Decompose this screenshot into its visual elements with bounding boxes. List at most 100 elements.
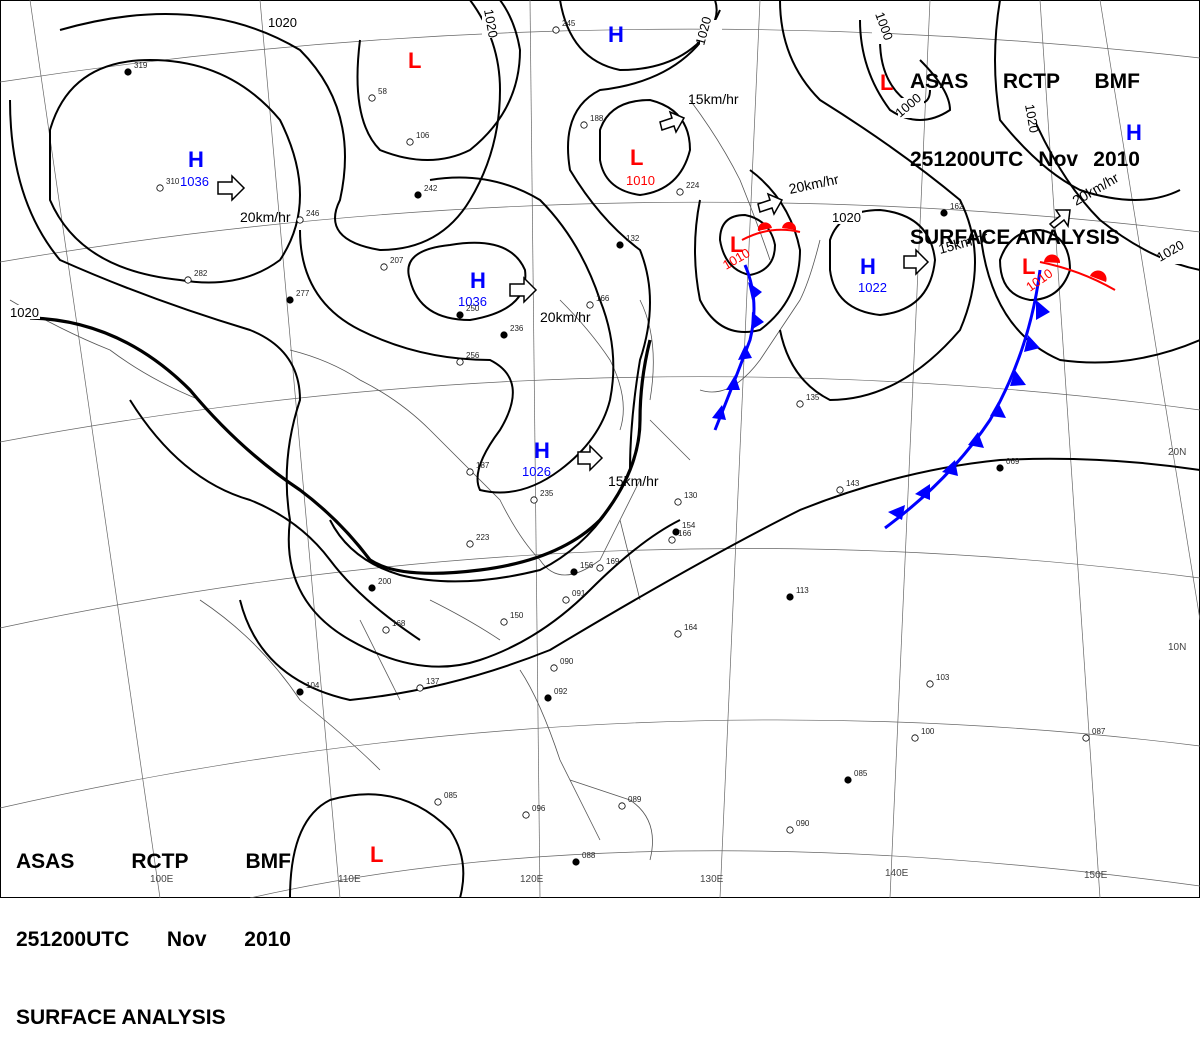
isobar (299, 176, 615, 494)
station-pressure-value: 085 (854, 769, 868, 778)
title-region: ASAS (910, 70, 969, 93)
station-circle-icon (544, 694, 552, 702)
isobar (129, 399, 421, 641)
station-circle-icon (368, 94, 376, 102)
station-pressure-value: 092 (554, 687, 568, 696)
longitude-label: 100E (150, 874, 174, 885)
title-region: ASAS (16, 850, 75, 873)
station-circle-icon (434, 798, 442, 806)
station-circle-icon (580, 121, 588, 129)
station-circle-icon (500, 331, 508, 339)
motion-arrow-icon (757, 192, 784, 216)
isobar (407, 241, 527, 322)
cold-front-east (884, 269, 1050, 530)
station-pressure-value: 223 (476, 533, 490, 542)
station-circle-icon (416, 684, 424, 692)
station-pressure-value: 166 (596, 294, 610, 303)
station-circle-icon (836, 486, 844, 494)
isobar (329, 9, 721, 583)
isobar-label: 1020 (692, 15, 714, 47)
low-center-symbol: L (408, 48, 421, 73)
station-circle-icon (616, 241, 624, 249)
isobar (239, 457, 1200, 702)
station-pressure-value: 242 (424, 184, 438, 193)
isobar (356, 0, 522, 161)
motion-arrow-icon (509, 276, 538, 304)
high-center-symbol: H (860, 254, 876, 279)
station-pressure-value: 187 (476, 461, 490, 470)
grid-labels: 100E 110E 120E 130E 140E 150E 20N 10N (150, 447, 1186, 885)
isobar (59, 0, 502, 252)
station-pressure-value: 235 (540, 489, 554, 498)
chart-title-bottom: ASAS RCTP BMF 251200UTC Nov 2010 SURFACE… (16, 797, 291, 1057)
station-circle-icon (156, 184, 164, 192)
station-pressure-value: 087 (1092, 727, 1106, 736)
chart-title-top: ASAS RCTP BMF 251200UTC Nov 2010 SURFACE… (910, 17, 1140, 277)
station-pressure-value: 224 (686, 181, 700, 190)
station-circle-icon (522, 811, 530, 819)
station-pressure-value: 156 (580, 561, 594, 570)
station-pressure-value: 104 (306, 681, 320, 690)
isobar (979, 229, 1200, 364)
station-circle-icon (368, 584, 376, 592)
station-pressure-value: 58 (378, 87, 387, 96)
station-circle-icon (572, 858, 580, 866)
isobar-label: 1020 (268, 15, 297, 30)
high-center-symbol: H (470, 268, 486, 293)
station-pressure-value: 089 (628, 795, 642, 804)
station-circle-icon (380, 263, 388, 271)
isobar (9, 99, 681, 668)
system-motion-speed: 15km/hr (608, 473, 659, 489)
latitude-lines (0, 28, 1200, 898)
station-pressure-value: 143 (846, 479, 860, 488)
title-time: 251200UTC (16, 928, 130, 951)
isobar-labels: 1020 1020 1020 1020 1020 1000 1000 1020 … (8, 8, 1192, 320)
station-pressure-value: 207 (390, 256, 404, 265)
station-circle-icon (618, 802, 626, 810)
station-pressure-value: 106 (416, 131, 430, 140)
longitude-label: 140E (885, 868, 909, 879)
title-month: Nov (166, 928, 207, 951)
station-pressure-value: 096 (532, 804, 546, 813)
coastlines (9, 99, 821, 861)
station-circle-icon (668, 536, 676, 544)
station-pressure-value: 162 (950, 202, 964, 211)
isobar (829, 208, 937, 317)
station-pressure-value: 319 (134, 61, 148, 70)
isobar-label: 1020 (10, 305, 39, 320)
station-circle-icon (786, 826, 794, 834)
station-pressure-value: 246 (306, 209, 320, 218)
station-circle-icon (674, 630, 682, 638)
isobar-label: 1020 (481, 8, 501, 39)
motion-arrow-icon (577, 444, 604, 472)
system-motion-speed: 15km/hr (688, 91, 739, 107)
station-circle-icon (672, 528, 680, 536)
high-center-value: 1036 (180, 174, 209, 189)
station-pressure-value: 245 (562, 19, 576, 28)
isobar (718, 213, 777, 277)
station-circle-icon (676, 188, 684, 196)
isobar-1020-heavy (29, 316, 652, 575)
station-pressure-value: 236 (510, 324, 524, 333)
longitude-label: 150E (1084, 870, 1108, 881)
high-center-symbol: H (1126, 120, 1142, 145)
title-product: SURFACE ANALYSIS (16, 1006, 226, 1029)
station-circle-icon (406, 138, 414, 146)
station-pressure-value: 256 (466, 351, 480, 360)
station-circle-icon (926, 680, 934, 688)
high-center-value: 1036 (458, 294, 487, 309)
station-pressure-value: 168 (392, 619, 406, 628)
station-circle-icon (530, 496, 538, 504)
isobar (994, 0, 1181, 201)
title-year: 2010 (244, 928, 291, 951)
system-motion-speed: 20km/hr (540, 309, 591, 325)
station-circle-icon (996, 464, 1004, 472)
surface-analysis-map: 1020 1020 1020 1020 1020 1000 1000 1020 … (0, 0, 1200, 898)
station-circle-icon (550, 664, 558, 672)
station-pressure-value: 282 (194, 269, 208, 278)
title-year: 2010 (1093, 148, 1140, 171)
station-circle-icon (1082, 734, 1090, 742)
station-circle-icon (184, 276, 192, 284)
title-month: Nov (1038, 148, 1079, 171)
warm-front-west (741, 221, 801, 241)
